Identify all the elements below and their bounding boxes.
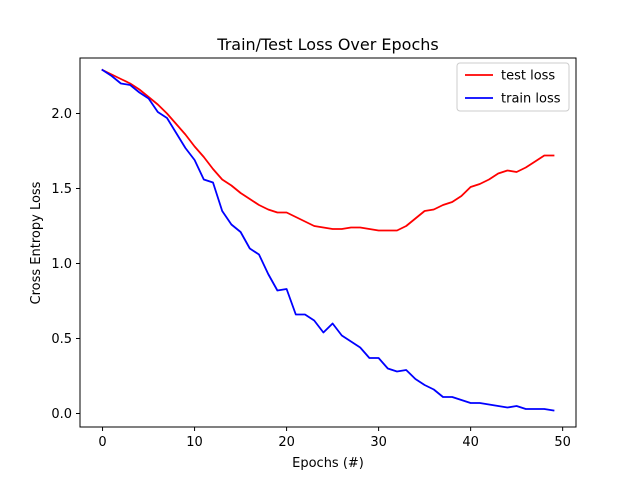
y-axis-label: Cross Entropy Loss: [29, 181, 44, 304]
legend: test loss train loss: [456, 62, 570, 112]
y-tick-label: 0.5: [51, 332, 72, 347]
x-tick-label: 50: [554, 435, 571, 450]
x-tick-label: 20: [278, 435, 295, 450]
x-tick-label: 30: [370, 435, 387, 450]
y-tick-label: 1.5: [51, 182, 72, 197]
axes: 0 10 20 30 40 50 0.0 0.5 1.0 1.5 2.0: [51, 57, 577, 450]
x-tick-label: 10: [186, 435, 203, 450]
x-tick-label: 0: [98, 435, 106, 450]
series-line-train-loss: [101, 68, 555, 412]
plot-area: [101, 68, 555, 412]
y-tick-label: 1.0: [51, 257, 72, 272]
x-axis-label: Epochs (#): [292, 456, 364, 471]
y-tick-label: 0.0: [51, 407, 72, 422]
x-tick-label: 40: [462, 435, 479, 450]
legend-label-test-loss: test loss: [501, 69, 555, 84]
axes-frame: [79, 57, 577, 428]
series-line-test-loss: [101, 68, 555, 232]
chart-title: Train/Test Loss Over Epochs: [216, 35, 438, 54]
y-tick-label: 2.0: [51, 107, 72, 122]
legend-label-train-loss: train loss: [501, 92, 561, 107]
